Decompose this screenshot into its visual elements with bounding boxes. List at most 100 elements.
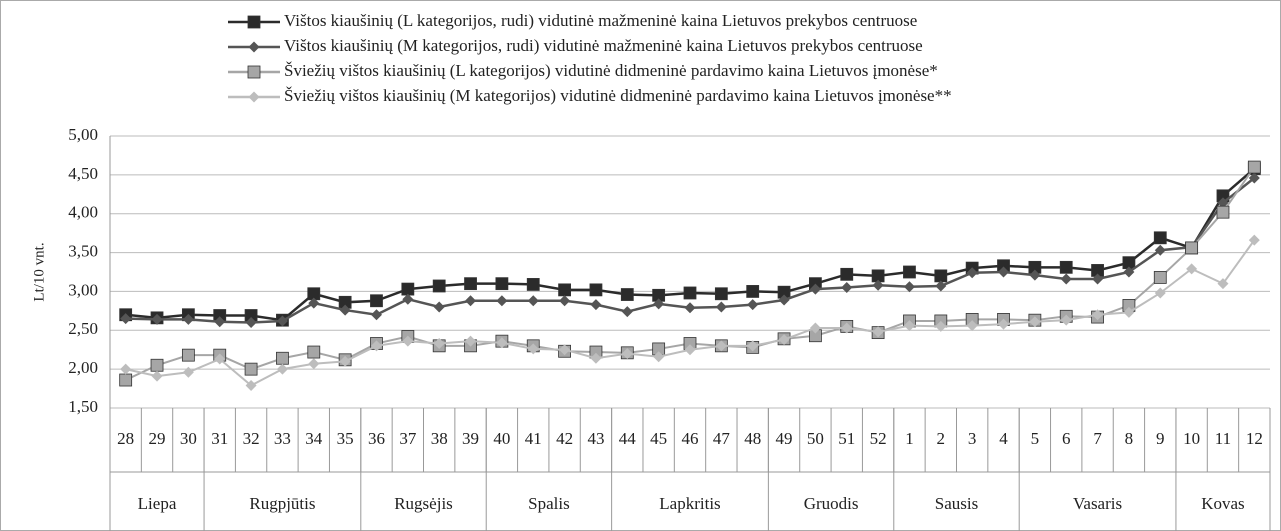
y-tick-label: 4,00 [68, 203, 98, 222]
y-tick-label: 3,50 [68, 241, 98, 260]
marker [248, 91, 260, 103]
marker [465, 295, 477, 307]
marker [276, 315, 288, 327]
month-label: Gruodis [804, 494, 859, 513]
marker [119, 373, 133, 387]
marker [558, 283, 571, 297]
marker [998, 318, 1010, 330]
x-tick-label: 52 [870, 429, 887, 448]
y-axis-label: Lt/10 vnt. [31, 242, 47, 301]
marker [308, 358, 320, 370]
marker [747, 299, 759, 311]
x-tick-label: 1 [905, 429, 914, 448]
x-tick-label: 6 [1062, 429, 1071, 448]
marker [308, 297, 320, 309]
legend-label: Vištos kiaušinių (M kategorijos, rudi) v… [284, 36, 923, 55]
marker [181, 348, 195, 362]
marker [1216, 205, 1230, 219]
x-tick-label: 3 [968, 429, 977, 448]
month-label: Lapkritis [659, 494, 720, 513]
x-tick-label: 28 [117, 429, 134, 448]
marker [245, 379, 257, 391]
marker [1060, 273, 1072, 285]
marker [872, 326, 884, 338]
marker [747, 340, 759, 352]
x-tick-label: 11 [1215, 429, 1231, 448]
marker [809, 322, 821, 334]
legend-label: Šviežių vištos kiaušinių (L kategorijos)… [284, 61, 938, 80]
marker [935, 280, 947, 292]
marker [621, 306, 633, 318]
x-tick-label: 51 [838, 429, 855, 448]
marker [841, 282, 853, 294]
marker [966, 320, 978, 332]
marker [934, 269, 948, 283]
marker [1154, 244, 1166, 256]
x-tick-label: 35 [337, 429, 354, 448]
marker [1248, 234, 1260, 246]
marker [151, 370, 163, 382]
y-tick-label: 2,50 [68, 319, 98, 338]
x-tick-label: 33 [274, 429, 291, 448]
marker [590, 352, 602, 364]
x-tick-label: 4 [999, 429, 1008, 448]
marker [276, 351, 289, 365]
marker [1185, 241, 1199, 255]
marker [621, 348, 633, 360]
x-tick-label: 44 [619, 429, 637, 448]
marker [496, 337, 508, 349]
month-label: Kovas [1201, 494, 1244, 513]
marker [402, 335, 414, 347]
month-label: Sausis [935, 494, 978, 513]
x-tick-label: 49 [776, 429, 793, 448]
x-tick-label: 10 [1183, 429, 1200, 448]
marker [589, 283, 603, 297]
x-tick-label: 41 [525, 429, 542, 448]
series-line [125, 176, 1256, 324]
marker [1060, 314, 1072, 326]
x-tick-label: 45 [650, 429, 667, 448]
marker [653, 298, 665, 310]
marker [684, 302, 696, 314]
marker [715, 340, 727, 352]
marker [339, 304, 351, 316]
marker [247, 65, 261, 79]
x-tick-label: 36 [368, 429, 385, 448]
marker [966, 267, 978, 279]
marker [809, 283, 821, 295]
marker [778, 334, 790, 346]
x-tick-label: 47 [713, 429, 731, 448]
marker [684, 344, 696, 356]
marker [526, 278, 540, 291]
marker [1154, 287, 1166, 299]
month-label: Liepa [138, 494, 177, 513]
marker [464, 277, 477, 291]
x-tick-label: 48 [744, 429, 761, 448]
marker [620, 288, 634, 301]
marker [120, 363, 132, 375]
marker [245, 317, 257, 329]
marker [433, 337, 445, 349]
marker [214, 316, 226, 328]
x-tick-label: 5 [1031, 429, 1040, 448]
marker [433, 301, 445, 313]
marker [1123, 266, 1135, 278]
marker [715, 301, 727, 313]
month-label: Rugpjūtis [249, 494, 315, 513]
marker [746, 285, 760, 298]
marker [465, 335, 477, 347]
marker [339, 355, 351, 367]
marker [590, 299, 602, 311]
x-tick-label: 42 [556, 429, 573, 448]
marker [1186, 263, 1198, 275]
marker [1153, 271, 1167, 284]
marker [151, 313, 163, 325]
marker [214, 353, 226, 365]
marker [872, 279, 884, 291]
marker [370, 340, 382, 352]
x-tick-label: 34 [305, 429, 323, 448]
x-tick-label: 29 [149, 429, 166, 448]
marker [1029, 316, 1041, 328]
legend-label: Vištos kiaušinių (L kategorijos, rudi) v… [284, 11, 917, 30]
